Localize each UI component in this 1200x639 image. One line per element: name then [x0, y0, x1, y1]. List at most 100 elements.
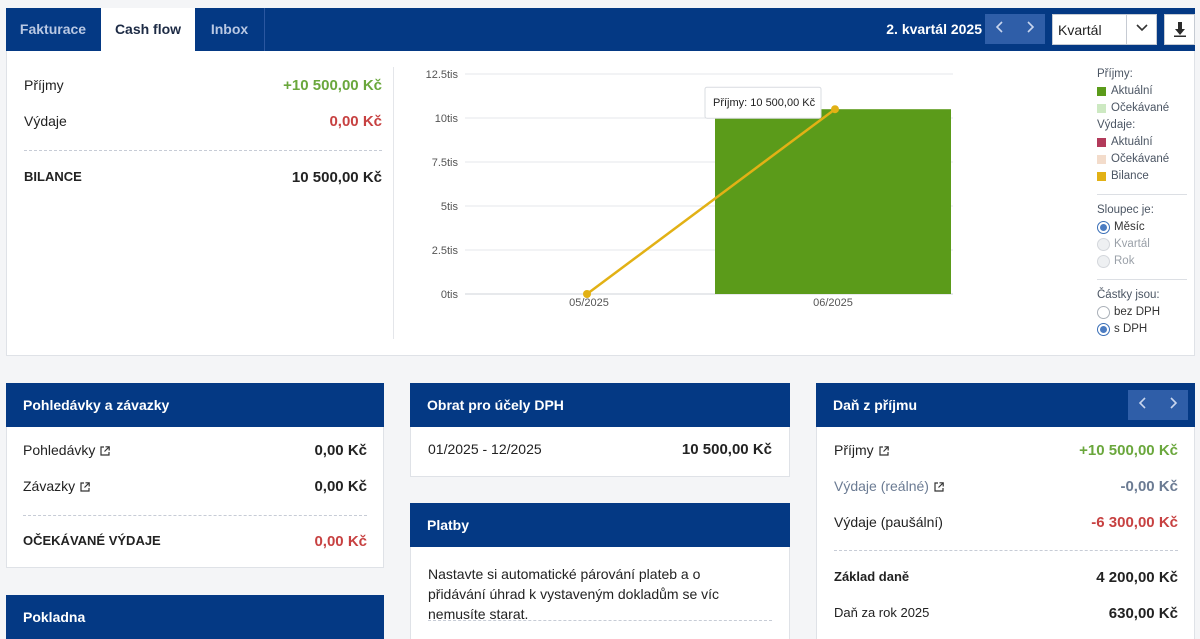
income-tax-card: Daň z příjmu Příjmy +10 500,00 Kč Výdaje… [816, 383, 1195, 639]
radio-indicator [1097, 323, 1110, 336]
legend-label: Aktuální [1111, 136, 1153, 148]
balance-line [586, 108, 836, 296]
tax-year-prev-button[interactable] [1128, 390, 1158, 420]
tab-inbox[interactable]: Inbox [210, 21, 249, 37]
legend-swatch [1097, 87, 1106, 96]
tax-amount-label: Daň za rok 2025 [834, 605, 930, 620]
chevron-left-icon [995, 21, 1003, 33]
chart-legend: Příjmy: Aktuální Očekávané Výdaje: Aktuá… [1097, 66, 1187, 338]
legend-income-expected[interactable]: Očekávané [1097, 100, 1187, 117]
external-link-icon [80, 482, 90, 492]
legend-divider [1097, 194, 1187, 195]
cash-flow-panel: Příjmy +10 500,00 Kč Výdaje 0,00 Kč BILA… [6, 51, 1195, 356]
chevron-right-icon [1170, 397, 1178, 409]
radio-indicator [1097, 306, 1110, 319]
tax-real-expenses-link[interactable]: Výdaje (reálné) [834, 478, 944, 494]
top-bar: Fakturace Cash flow Inbox 2. kvartál 202… [6, 8, 1195, 51]
period-next-button[interactable] [1015, 14, 1045, 44]
period-type-value: Kvartál [1058, 22, 1102, 38]
tax-flat-expenses-label: Výdaje (paušální) [834, 514, 943, 530]
y-tick-label: 7.5tis [432, 157, 459, 169]
tax-year-next-button[interactable] [1158, 390, 1188, 420]
payments-description: Nastavte si automatické párování plateb … [428, 566, 720, 622]
chevron-right-icon [1027, 21, 1035, 33]
tax-income-link[interactable]: Příjmy [834, 442, 889, 458]
radio-with-vat[interactable]: s DPH [1097, 321, 1187, 338]
x-tick-label: 06/2025 [813, 297, 853, 309]
radio-indicator [1097, 221, 1110, 234]
period-prev-button[interactable] [985, 14, 1015, 44]
expected-expenses-label: OČEKÁVANÉ VÝDAJE [23, 533, 161, 548]
legend-label: Očekávané [1111, 102, 1170, 114]
legend-swatch [1097, 155, 1106, 164]
tab-cash-flow[interactable]: Cash flow [101, 8, 195, 51]
income-tax-title: Daň z příjmu [833, 397, 918, 413]
download-icon [1173, 22, 1186, 37]
legend-expense-expected[interactable]: Očekávané [1097, 151, 1187, 168]
amount-type-head: Částky jsou: [1097, 289, 1160, 301]
receivables-label: Pohledávky [23, 442, 96, 458]
legend-income-actual[interactable]: Aktuální [1097, 83, 1187, 100]
payments-divider [428, 620, 772, 621]
tax-amount-value: 630,00 Kč [1108, 605, 1178, 622]
period-label: 2. kvartál 2025 [886, 21, 982, 37]
y-tick-label: 2.5tis [432, 245, 459, 257]
period-type-select[interactable]: Kvartál [1052, 14, 1157, 45]
external-link-icon [100, 446, 111, 456]
receivables-card: Pohledávky a závazky Pohledávky 0,00 Kč … [6, 383, 384, 568]
liabilities-link[interactable]: Závazky [23, 478, 90, 494]
bar [715, 109, 951, 294]
radio-indicator [1097, 255, 1110, 268]
summary-expense-label: Výdaje [24, 113, 67, 129]
legend-balance[interactable]: Bilance [1097, 168, 1187, 185]
radio-without-vat[interactable]: bez DPH [1097, 304, 1187, 321]
y-tick-label: 0tis [441, 289, 459, 301]
radio-quarter[interactable]: Kvartál [1097, 236, 1187, 253]
vat-turnover-card: Obrat pro účely DPH 01/2025 - 12/2025 10… [410, 383, 790, 477]
radio-label: bez DPH [1114, 306, 1161, 318]
external-link-icon [879, 446, 889, 456]
vat-turnover-value: 10 500,00 Kč [681, 441, 772, 458]
tax-income-value: +10 500,00 Kč [1079, 442, 1178, 459]
legend-expense-actual[interactable]: Aktuální [1097, 134, 1187, 151]
tax-divider [834, 550, 1178, 551]
liabilities-label: Závazky [23, 478, 76, 494]
balance-point [831, 105, 839, 114]
legend-expense-head: Výdaje: [1097, 119, 1136, 131]
receivables-card-title: Pohledávky a závazky [6, 383, 384, 427]
liabilities-value: 0,00 Kč [314, 478, 367, 495]
tab-fakturace[interactable]: Fakturace [19, 21, 87, 37]
tax-base-value: 4 200,00 Kč [1096, 569, 1178, 586]
vat-turnover-card-title: Obrat pro účely DPH [410, 383, 790, 427]
y-tick-label: 10tis [435, 113, 459, 125]
download-button[interactable] [1164, 14, 1195, 45]
legend-label: Aktuální [1111, 85, 1153, 97]
chart-tooltip [704, 86, 822, 119]
column-type-head: Sloupec je: [1097, 204, 1154, 216]
legend-swatch [1097, 172, 1106, 181]
tab-divider [264, 8, 265, 51]
cash-flow-chart: 0tis 2.5tis 5tis 7.5tis 10tis 12.5tis 05/2025 0… [426, 69, 953, 309]
receivables-value: 0,00 Kč [314, 442, 367, 459]
vat-turnover-period: 01/2025 - 12/2025 [428, 441, 542, 457]
payments-card-title: Platby [410, 503, 790, 547]
legend-label: Očekávané [1111, 153, 1170, 165]
radio-month[interactable]: Měsíc [1097, 219, 1187, 236]
summary-divider [24, 150, 382, 151]
radio-label: Kvartál [1114, 238, 1150, 250]
summary-expense-value: 0,00 Kč [329, 113, 382, 130]
radio-label: Měsíc [1114, 221, 1145, 233]
legend-divider [1097, 279, 1187, 280]
chart-tooltip-text: Příjmy: 10 500,00 Kč [713, 97, 816, 109]
radio-year[interactable]: Rok [1097, 253, 1187, 270]
external-link-icon [934, 482, 944, 492]
radio-label: s DPH [1114, 323, 1148, 335]
x-tick-label: 05/2025 [569, 297, 609, 309]
tax-real-expenses-value: -0,00 Kč [1120, 478, 1178, 495]
legend-income-head: Příjmy: [1097, 68, 1133, 80]
receivables-link[interactable]: Pohledávky [23, 442, 111, 458]
radio-label: Rok [1114, 255, 1135, 267]
radio-indicator [1097, 238, 1110, 251]
panel-divider [393, 67, 394, 339]
summary-balance-value: 10 500,00 Kč [291, 169, 382, 186]
